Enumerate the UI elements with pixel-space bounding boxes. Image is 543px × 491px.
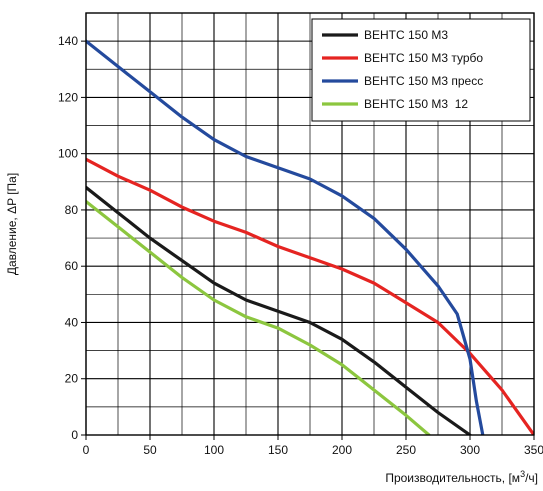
legend: ВЕНТС 150 М3 ВЕНТС 150 М3 турбо ВЕНТС 150 … bbox=[311, 18, 531, 122]
legend-label: ВЕНТС 150 М3 пресс bbox=[364, 74, 483, 88]
y-tick-label: 60 bbox=[65, 259, 79, 273]
x-tick-label: 350 bbox=[524, 443, 543, 457]
y-axis-label: Давление, ΔP [Па] bbox=[5, 173, 19, 275]
x-tick-label: 200 bbox=[332, 443, 352, 457]
series-line-1 bbox=[86, 185, 472, 435]
y-tick-label: 20 bbox=[65, 372, 79, 386]
series-line-3 bbox=[86, 39, 485, 435]
y-tick-label: 140 bbox=[58, 34, 78, 48]
series-lines bbox=[86, 39, 534, 435]
x-axis-label: Производительность, [м3/ч] bbox=[385, 469, 538, 485]
y-tick-label: 0 bbox=[71, 428, 78, 442]
legend-label: ВЕНТС 150 М3 bbox=[364, 28, 448, 42]
legend-label: ВЕНТС 150 М3 12 bbox=[364, 97, 468, 111]
y-tick-label: 100 bbox=[58, 147, 78, 161]
y-tick-label: 40 bbox=[65, 315, 79, 329]
plot-frame bbox=[85, 12, 535, 436]
x-tick-label: 150 bbox=[268, 443, 288, 457]
series-line-4 bbox=[86, 199, 431, 435]
x-tick-labels: 0 50 100 150 200 250 300 350 bbox=[83, 435, 543, 457]
x-tick-label: 100 bbox=[204, 443, 224, 457]
y-tick-label: 80 bbox=[65, 203, 79, 217]
x-tick-label: 250 bbox=[396, 443, 416, 457]
y-tick-labels: 0 20 40 60 80 100 120 140 bbox=[58, 34, 86, 442]
legend-label: ВЕНТС 150 М3 турбо bbox=[364, 51, 483, 65]
x-tick-label: 300 bbox=[460, 443, 480, 457]
x-axis-label-sup: 3 bbox=[520, 469, 525, 479]
x-axis-label-main: Производительность, [м bbox=[385, 471, 520, 485]
x-tick-label: 0 bbox=[83, 443, 90, 457]
x-axis-label-tail: /ч] bbox=[525, 471, 538, 485]
x-tick-label: 50 bbox=[143, 443, 157, 457]
y-tick-label: 120 bbox=[58, 90, 78, 104]
series-line-2 bbox=[86, 157, 534, 435]
